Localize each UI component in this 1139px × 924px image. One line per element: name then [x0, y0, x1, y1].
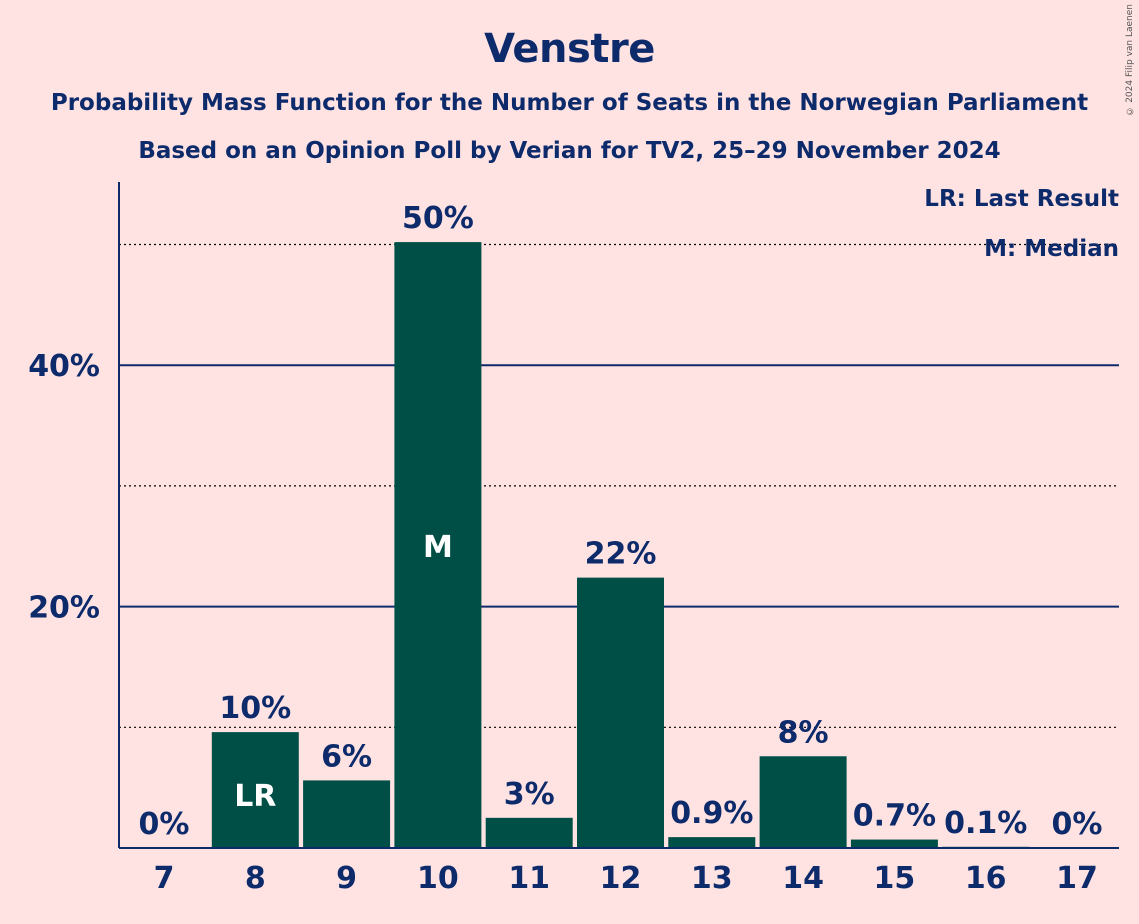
chart-subtitle: Probability Mass Function for the Number… — [50, 90, 1089, 116]
data-label: 0% — [1052, 807, 1103, 842]
bar — [850, 839, 938, 848]
bar-inner-label: LR — [234, 779, 276, 814]
bar — [668, 837, 756, 848]
x-tick-label: 14 — [782, 861, 824, 896]
bar-inner-label: M — [423, 530, 453, 565]
legend-last-result: LR: Last Result — [924, 186, 1119, 212]
bar — [485, 817, 573, 848]
bar — [759, 756, 847, 848]
data-label: 8% — [778, 715, 829, 750]
data-label: 50% — [402, 201, 474, 236]
axes — [118, 182, 1119, 849]
x-tick-label: 11 — [508, 861, 550, 896]
data-label: 3% — [504, 777, 555, 812]
x-tick-label: 7 — [154, 861, 175, 896]
x-tick-label: 10 — [417, 861, 459, 896]
legend-median: M: Median — [984, 236, 1119, 262]
bar — [394, 242, 482, 848]
data-label: 0.9% — [670, 796, 753, 831]
data-label: 0.7% — [853, 799, 936, 834]
data-label: 0.1% — [944, 806, 1027, 841]
y-tick-label: 20% — [28, 591, 100, 626]
bars — [211, 242, 1030, 848]
data-label: 22% — [585, 537, 657, 572]
x-tick-label: 17 — [1056, 861, 1098, 896]
chart-title: Venstre — [484, 26, 655, 72]
x-tick-label: 15 — [874, 861, 916, 896]
data-label: 10% — [219, 691, 291, 726]
bar — [303, 780, 391, 848]
data-label: 6% — [321, 739, 372, 774]
x-tick-label: 12 — [600, 861, 642, 896]
x-tick-label: 8 — [245, 861, 266, 896]
y-tick-label: 40% — [28, 349, 100, 384]
x-tick-label: 13 — [691, 861, 733, 896]
chart-subtitle-source: Based on an Opinion Poll by Verian for T… — [138, 138, 1001, 164]
x-tick-label: 16 — [965, 861, 1007, 896]
x-tick-label: 9 — [336, 861, 357, 896]
bar — [211, 732, 299, 848]
data-label: 0% — [139, 807, 190, 842]
labels: 20% 40% 0% 7 10% 8 LR 6% 9 50% 10 M 3% 11 22% 12 0.9% 13 8… — [28, 201, 1102, 896]
bar — [577, 577, 664, 848]
